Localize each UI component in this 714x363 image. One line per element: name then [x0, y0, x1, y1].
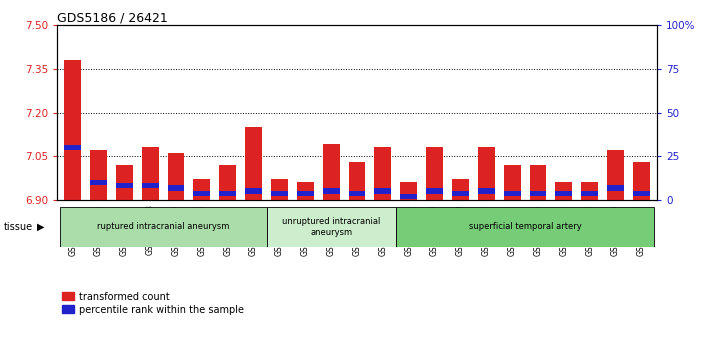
Bar — [633, 191, 650, 196]
Bar — [245, 127, 262, 200]
Bar — [607, 185, 624, 191]
Text: unruptured intracranial
aneurysm: unruptured intracranial aneurysm — [282, 217, 381, 237]
Bar — [374, 147, 391, 200]
Text: ruptured intracranial aneurysm: ruptured intracranial aneurysm — [97, 223, 229, 231]
Bar — [168, 185, 184, 191]
Text: GDS5186 / 26421: GDS5186 / 26421 — [57, 11, 168, 24]
Bar — [452, 179, 469, 200]
Bar — [348, 191, 366, 196]
Bar — [142, 147, 159, 200]
Text: tissue: tissue — [4, 222, 33, 232]
Bar — [401, 182, 417, 200]
Bar — [271, 179, 288, 200]
Bar — [555, 182, 572, 200]
Bar — [116, 183, 133, 188]
Bar — [426, 188, 443, 193]
Bar — [396, 207, 654, 247]
Bar — [297, 182, 313, 200]
Legend: transformed count, percentile rank within the sample: transformed count, percentile rank withi… — [62, 291, 243, 315]
Bar — [64, 145, 81, 150]
Bar — [193, 179, 211, 200]
Bar — [297, 191, 313, 196]
Bar — [530, 191, 546, 196]
Bar — [581, 191, 598, 196]
Bar — [116, 165, 133, 200]
Bar — [142, 183, 159, 188]
Bar — [426, 147, 443, 200]
Bar — [633, 162, 650, 200]
Bar — [245, 188, 262, 193]
Bar — [555, 191, 572, 196]
Bar — [348, 162, 366, 200]
Bar — [374, 188, 391, 193]
Bar — [90, 150, 107, 200]
Bar — [90, 180, 107, 185]
Bar — [266, 207, 396, 247]
Bar — [219, 191, 236, 196]
Bar — [323, 188, 340, 193]
Bar — [60, 207, 266, 247]
Bar — [607, 150, 624, 200]
Bar — [401, 194, 417, 199]
Bar — [581, 182, 598, 200]
Bar — [478, 188, 495, 193]
Text: superficial temporal artery: superficial temporal artery — [468, 223, 581, 231]
Bar — [219, 165, 236, 200]
Bar — [503, 191, 521, 196]
Bar — [503, 165, 521, 200]
Bar — [271, 191, 288, 196]
Bar — [193, 191, 211, 196]
Bar — [452, 191, 469, 196]
Bar — [530, 165, 546, 200]
Text: ▶: ▶ — [37, 222, 45, 232]
Bar — [478, 147, 495, 200]
Bar — [168, 153, 184, 200]
Bar — [64, 60, 81, 200]
Bar — [323, 144, 340, 200]
